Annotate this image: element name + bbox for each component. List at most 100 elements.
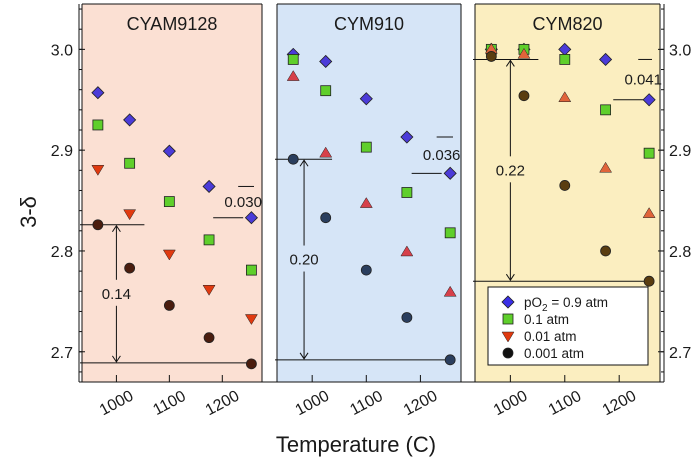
annotation-gap: 0.030 xyxy=(213,185,262,219)
data-point xyxy=(287,54,299,65)
x-tick-label: 1100 xyxy=(546,388,584,419)
x-tick-label: 1200 xyxy=(401,388,440,420)
y-axis-label: 3-δ xyxy=(16,196,41,228)
arrowhead-up xyxy=(111,224,121,233)
panel-title: CYM820 xyxy=(532,14,602,34)
data-point xyxy=(600,245,611,257)
data-point xyxy=(517,47,531,59)
panel-1: CYAM9128 0.14 0.030 1000 1100 1200 xyxy=(80,3,263,420)
data-point xyxy=(558,91,572,102)
data-point xyxy=(320,212,332,224)
y-tick-label-right: 3.0 xyxy=(669,42,691,59)
data-point xyxy=(286,70,300,81)
data-point xyxy=(244,314,258,325)
data-point xyxy=(599,161,613,173)
legend-label-rest: = 0.9 atm xyxy=(548,295,608,310)
y-tick-label-left: 2.8 xyxy=(51,244,73,261)
data-point xyxy=(559,180,571,191)
legend-label: 0.01 atm xyxy=(524,329,577,344)
data-point xyxy=(162,144,176,158)
data-point xyxy=(163,299,175,311)
data-point xyxy=(163,196,175,207)
panel-background xyxy=(277,4,461,382)
x-tick-label: 1200 xyxy=(203,388,242,420)
x-tick-label: 1100 xyxy=(347,388,385,419)
series-0-001-atm xyxy=(485,51,655,287)
series-0-01-atm xyxy=(484,42,656,218)
data-point xyxy=(92,219,104,231)
y-tick-label-right: 2.9 xyxy=(669,143,691,160)
annotation-value: 0.14 xyxy=(102,286,131,303)
annotation-span: 0.22 xyxy=(473,58,650,282)
y-tick-label-left: 2.9 xyxy=(51,143,73,160)
data-point xyxy=(202,179,216,194)
legend-item: 0.1 atm xyxy=(502,312,569,327)
annotation-gap: 0.036 xyxy=(411,136,460,174)
annotation-span: 0.14 xyxy=(80,224,252,364)
data-point xyxy=(203,234,215,246)
arrowhead-up xyxy=(505,59,515,67)
panels-layer: CYAM9128 0.14 0.030 1000 1100 1200 CYM910 0.20 0… xyxy=(80,3,662,420)
arrowhead-down xyxy=(299,352,309,360)
legend-subscript: 2 xyxy=(542,303,548,314)
data-point xyxy=(91,165,105,176)
y-tick-label-left: 3.0 xyxy=(51,42,73,59)
data-point xyxy=(359,197,373,208)
data-point xyxy=(123,209,137,221)
data-point xyxy=(642,93,656,107)
data-point xyxy=(162,249,176,261)
data-point xyxy=(400,130,414,144)
annotation-value: 0.20 xyxy=(289,252,318,269)
data-point xyxy=(359,92,373,106)
data-point xyxy=(92,119,104,131)
data-point xyxy=(123,113,137,127)
panel-title: CYM910 xyxy=(334,14,404,34)
series-0-001-atm xyxy=(92,219,257,370)
data-point xyxy=(443,285,457,297)
data-point xyxy=(319,54,333,69)
data-point xyxy=(124,262,136,274)
data-point xyxy=(643,147,655,159)
x-axis-label: Temperature (C) xyxy=(276,432,436,457)
x-tick-label: 1000 xyxy=(97,388,136,420)
legend-box xyxy=(487,286,649,366)
data-point xyxy=(203,332,215,344)
legend-item: 0.001 atm xyxy=(502,346,584,361)
series-0-01-atm xyxy=(286,70,457,297)
annotation-gap: 0.041 xyxy=(613,58,662,101)
series-0-1-atm xyxy=(287,54,456,239)
legend-label: 0.1 atm xyxy=(524,312,569,327)
data-point xyxy=(202,285,216,296)
annotation-value: 0.030 xyxy=(224,194,262,211)
arrowhead-down xyxy=(505,273,515,282)
y-tick-label-right: 2.7 xyxy=(669,345,691,362)
arrowhead-up xyxy=(299,159,309,167)
legend-marker xyxy=(502,347,514,359)
data-point xyxy=(360,264,372,276)
data-point xyxy=(246,358,257,370)
series-0-001-atm xyxy=(287,153,456,366)
legend-marker xyxy=(502,313,514,325)
data-point xyxy=(642,207,656,218)
arrowhead-down xyxy=(111,355,121,363)
series-0-1-atm xyxy=(92,119,257,276)
data-point xyxy=(360,141,372,153)
data-point xyxy=(559,54,571,65)
data-point xyxy=(599,52,613,67)
legend-marker xyxy=(501,331,515,343)
data-point xyxy=(444,354,456,366)
data-point xyxy=(401,187,413,198)
data-point xyxy=(287,153,299,165)
data-point xyxy=(600,104,611,116)
data-point xyxy=(246,264,257,276)
x-tick-label: 1200 xyxy=(600,388,639,420)
y-tick-label-left: 2.7 xyxy=(51,345,73,362)
annotation-span: 0.20 xyxy=(275,158,451,361)
y-tick-label-right: 2.8 xyxy=(669,244,691,261)
data-point xyxy=(443,166,457,180)
annotation-value: 0.22 xyxy=(496,162,525,179)
panel-background xyxy=(82,4,262,382)
x-tick-label: 1000 xyxy=(491,388,530,420)
data-point xyxy=(124,157,136,169)
